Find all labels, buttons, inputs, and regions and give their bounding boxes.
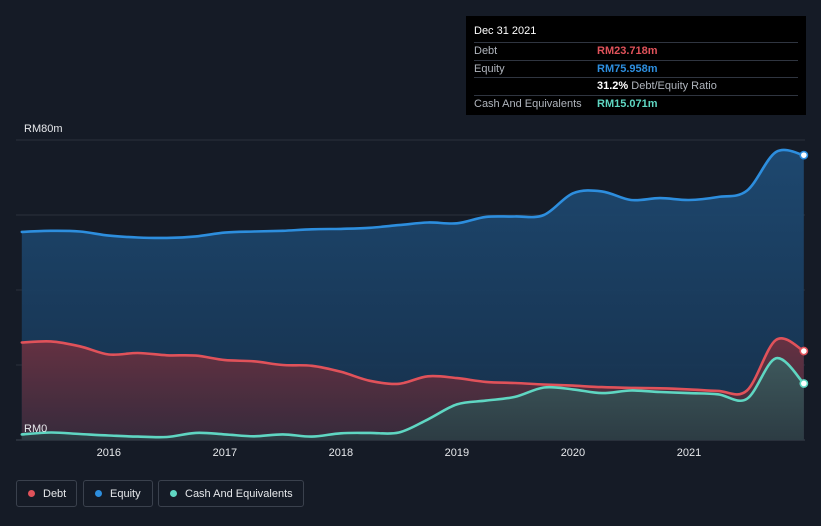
- tooltip-row-ratio: 31.2% Debt/Equity Ratio: [474, 77, 798, 95]
- series-lines: [20, 148, 806, 439]
- series-areas: [21, 149, 804, 440]
- tooltip-value: RM15.071m: [597, 97, 658, 110]
- cash-and-equivalents-endpoint-marker: [799, 379, 809, 388]
- legend-label: Equity: [110, 487, 141, 500]
- cash-and-equivalents-line: [20, 356, 806, 439]
- tooltip-label: Debt: [474, 45, 498, 57]
- data-tooltip: Dec 31 2021 Debt RM23.718m Equity RM75.9…: [466, 16, 806, 115]
- legend-label: Cash And Equivalents: [185, 487, 293, 500]
- x-tick-label: 2020: [561, 447, 585, 459]
- tooltip-value: RM75.958m: [597, 62, 658, 75]
- ratio-value: 31.2%: [597, 80, 629, 92]
- equity-endpoint-marker: [799, 150, 809, 160]
- debt-endpoint-marker: [799, 346, 809, 356]
- equity-line: [20, 148, 806, 240]
- legend-item-debt[interactable]: Debt: [16, 480, 77, 507]
- series-endpoints: [799, 150, 809, 388]
- legend-item-equity[interactable]: Equity: [83, 480, 153, 507]
- tooltip-value: RM23.718m: [597, 45, 658, 57]
- debt-legend-dot-icon: [28, 490, 35, 497]
- debt-line: [20, 337, 806, 396]
- tooltip-label: Cash And Equivalents: [474, 97, 582, 110]
- tooltip-row-debt: Debt RM23.718m: [474, 42, 798, 60]
- tooltip-ratio: 31.2% Debt/Equity Ratio: [597, 78, 717, 95]
- y-axis-bottom-label: RM0: [24, 423, 47, 435]
- legend-item-cash[interactable]: Cash And Equivalents: [158, 480, 304, 507]
- tooltip-row-cash: Cash And Equivalents RM15.071m: [474, 94, 798, 113]
- x-tick-label: 2021: [677, 447, 701, 459]
- ratio-label: Debt/Equity Ratio: [631, 80, 717, 92]
- tooltip-label: Equity: [474, 62, 505, 75]
- legend-label: Debt: [43, 487, 67, 500]
- x-axis-ticks: 2016 2017 2018 2019 2020 2021: [97, 447, 702, 459]
- cash-legend-dot-icon: [170, 490, 177, 497]
- tooltip-date: Dec 31 2021: [474, 25, 537, 37]
- x-tick-label: 2016: [97, 447, 121, 459]
- x-tick-label: 2018: [329, 447, 353, 459]
- x-tick-label: 2017: [213, 447, 237, 459]
- cash-and-equivalents-area: [21, 358, 804, 440]
- tooltip-row-equity: Equity RM75.958m: [474, 59, 798, 78]
- equity-legend-dot-icon: [95, 490, 102, 497]
- y-axis-top-label: RM80m: [24, 123, 63, 135]
- x-tick-label: 2019: [445, 447, 469, 459]
